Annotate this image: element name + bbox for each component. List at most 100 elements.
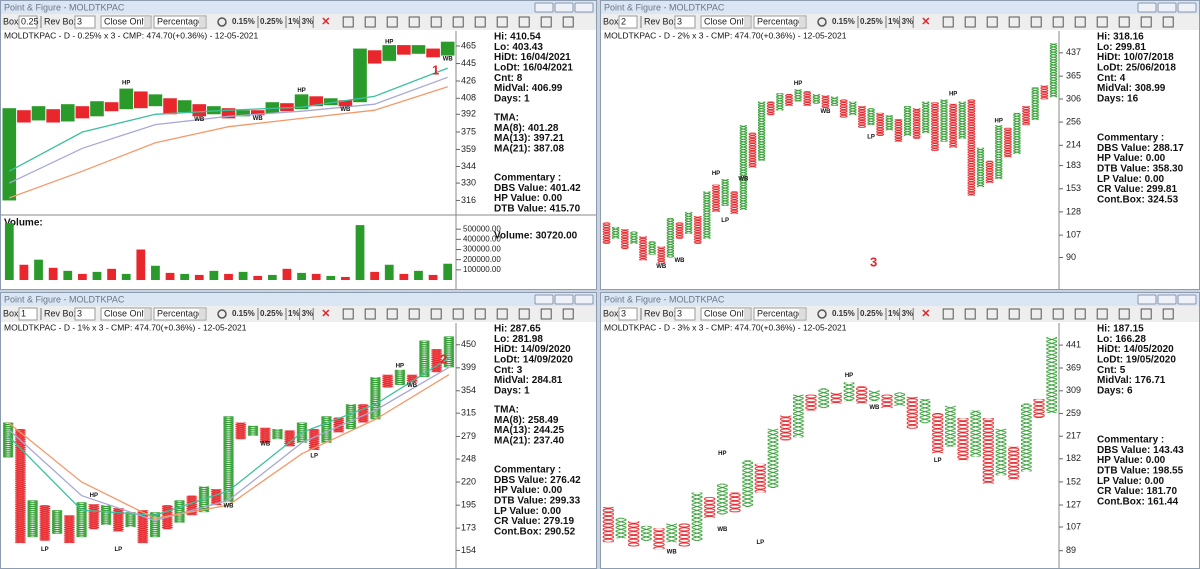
tool-icon[interactable] [1030, 16, 1042, 28]
tool-icon[interactable] [364, 16, 376, 28]
settings-icon[interactable] [817, 309, 827, 319]
mode-dropdown[interactable] [100, 15, 152, 29]
mode-dropdown[interactable] [700, 307, 752, 321]
close-icon[interactable]: ✕ [921, 308, 930, 320]
tool-icon[interactable] [408, 308, 420, 320]
tool-icon[interactable] [496, 16, 508, 28]
method-value: Percentage [757, 308, 803, 318]
mode-dropdown[interactable] [700, 15, 752, 29]
preset-button[interactable]: 0.15% [832, 17, 855, 26]
minimize-button[interactable] [1137, 2, 1157, 13]
tool-icon[interactable] [540, 308, 552, 320]
o-column [803, 91, 812, 106]
tool-icon[interactable] [1030, 308, 1042, 320]
maximize-button[interactable] [554, 2, 574, 13]
preset-button[interactable]: 3% [302, 309, 314, 318]
tool-icon[interactable] [942, 308, 954, 320]
close-button[interactable] [574, 2, 594, 13]
preset-button[interactable]: 3% [902, 309, 914, 318]
rev-box-input[interactable] [74, 307, 96, 321]
preset-button[interactable]: 0.15% [232, 17, 255, 26]
tool-icon[interactable] [1162, 16, 1174, 28]
close-button[interactable] [1177, 294, 1197, 305]
settings-icon[interactable] [217, 309, 227, 319]
settings-icon[interactable] [217, 17, 227, 27]
maximize-button[interactable] [1157, 294, 1177, 305]
tool-icon[interactable] [562, 308, 574, 320]
close-icon[interactable]: ✕ [921, 16, 930, 28]
tool-icon[interactable] [342, 308, 354, 320]
tool-icon[interactable] [474, 16, 486, 28]
tool-icon[interactable] [1118, 308, 1130, 320]
rev-box-input[interactable] [674, 15, 696, 29]
tool-icon[interactable] [964, 16, 976, 28]
preset-button[interactable]: 0.25% [260, 309, 283, 318]
tool-icon[interactable] [1096, 16, 1108, 28]
preset-button[interactable]: 0.25% [260, 17, 283, 26]
close-button[interactable] [574, 294, 594, 305]
preset-button[interactable]: 1% [288, 17, 300, 26]
tool-icon[interactable] [518, 308, 530, 320]
preset-button[interactable]: 3% [902, 17, 914, 26]
tool-icon[interactable] [364, 308, 376, 320]
tool-icon[interactable] [1074, 16, 1086, 28]
tool-icon[interactable] [1140, 308, 1152, 320]
maximize-button[interactable] [1157, 2, 1177, 13]
tool-icon[interactable] [1052, 16, 1064, 28]
tool-icon[interactable] [386, 16, 398, 28]
preset-button[interactable]: 0.15% [832, 309, 855, 318]
tool-icon[interactable] [986, 16, 998, 28]
tool-icon[interactable] [1118, 16, 1130, 28]
preset-button[interactable]: 0.15% [232, 309, 255, 318]
close-icon[interactable]: ✕ [321, 16, 330, 28]
tool-icon[interactable] [452, 16, 464, 28]
method-dropdown[interactable] [753, 15, 807, 29]
settings-icon[interactable] [817, 17, 827, 27]
close-button[interactable] [1177, 2, 1197, 13]
tool-icon[interactable] [1074, 308, 1086, 320]
preset-button[interactable]: 0.25% [860, 309, 883, 318]
tool-icon[interactable] [474, 308, 486, 320]
tool-icon[interactable] [408, 16, 420, 28]
tool-icon[interactable] [452, 308, 464, 320]
preset-button[interactable]: 0.25% [860, 17, 883, 26]
rev-box-input[interactable] [74, 15, 96, 29]
tool-icon[interactable] [518, 16, 530, 28]
tool-icon[interactable] [986, 308, 998, 320]
minimize-button[interactable] [534, 2, 554, 13]
preset-button[interactable]: 1% [888, 309, 900, 318]
tool-icon[interactable] [964, 308, 976, 320]
tool-icon[interactable] [562, 16, 574, 28]
tool-icon[interactable] [1052, 308, 1064, 320]
preset-button[interactable]: 1% [888, 17, 900, 26]
method-dropdown[interactable] [753, 307, 807, 321]
maximize-button[interactable] [554, 294, 574, 305]
tool-icon[interactable] [1008, 308, 1020, 320]
tool-icon[interactable] [496, 308, 508, 320]
tool-icon[interactable] [386, 308, 398, 320]
rev-box-input[interactable] [674, 307, 696, 321]
tool-icon[interactable] [1140, 16, 1152, 28]
box-input[interactable] [618, 307, 638, 321]
box-input[interactable] [18, 15, 38, 29]
method-dropdown[interactable] [153, 15, 207, 29]
method-dropdown[interactable] [153, 307, 207, 321]
mode-dropdown[interactable] [100, 307, 152, 321]
rev-box-value: 3 [77, 16, 82, 26]
close-icon[interactable]: ✕ [321, 308, 330, 320]
preset-button[interactable]: 1% [288, 309, 300, 318]
tool-icon[interactable] [1162, 308, 1174, 320]
tool-icon[interactable] [942, 16, 954, 28]
tool-icon[interactable] [1096, 308, 1108, 320]
box-input[interactable] [618, 15, 638, 29]
minimize-button[interactable] [534, 294, 554, 305]
tool-icon[interactable] [540, 16, 552, 28]
tool-icon[interactable] [430, 16, 442, 28]
preset-button[interactable]: 3% [302, 17, 314, 26]
box-input[interactable] [18, 307, 38, 321]
tool-icon[interactable] [1008, 16, 1020, 28]
minimize-button[interactable] [1137, 294, 1157, 305]
tool-icon[interactable] [342, 16, 354, 28]
tool-icon[interactable] [430, 308, 442, 320]
pattern-marker: HP [995, 119, 1003, 125]
